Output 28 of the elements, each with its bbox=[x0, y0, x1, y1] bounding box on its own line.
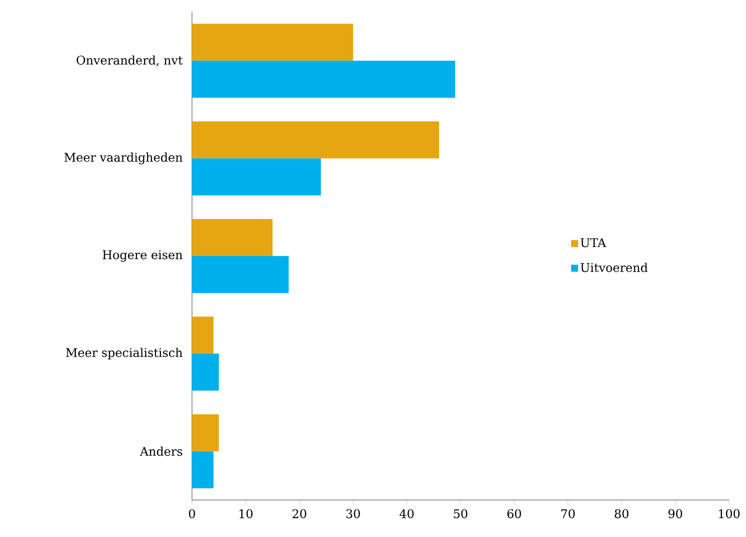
x-tick-label: 50 bbox=[454, 509, 468, 518]
x-tick-label: 20 bbox=[292, 509, 306, 518]
bar bbox=[192, 316, 214, 354]
bar bbox=[192, 121, 440, 158]
bar bbox=[192, 158, 321, 196]
bar bbox=[192, 451, 214, 488]
y-tick-label: Onveranderd, nvt bbox=[76, 55, 183, 66]
y-tick-label: Hogere eisen bbox=[102, 250, 182, 262]
bar bbox=[192, 24, 354, 61]
y-tick-label: Meer specialistisch bbox=[66, 348, 182, 360]
x-tick-label: 60 bbox=[507, 509, 522, 518]
legend-label: Uitvoerend bbox=[580, 262, 648, 272]
x-tick-label: 30 bbox=[346, 509, 360, 518]
x-tick-label: 10 bbox=[240, 509, 253, 518]
bar bbox=[192, 219, 273, 256]
x-tick-label: 40 bbox=[400, 509, 414, 518]
x-tick-label: 0 bbox=[188, 509, 196, 518]
y-tick-label: Meer vaardigheden bbox=[64, 152, 182, 164]
x-tick-label: 80 bbox=[614, 509, 628, 518]
bar bbox=[192, 414, 219, 452]
x-tick-label: 70 bbox=[561, 509, 575, 518]
legend-label: UTA bbox=[580, 238, 606, 248]
bar bbox=[192, 256, 289, 294]
x-tick-label: 100 bbox=[719, 509, 740, 518]
bar bbox=[192, 60, 456, 98]
x-tick-label: 90 bbox=[668, 509, 682, 518]
y-tick-label: Anders bbox=[140, 446, 182, 456]
bar bbox=[192, 354, 219, 391]
